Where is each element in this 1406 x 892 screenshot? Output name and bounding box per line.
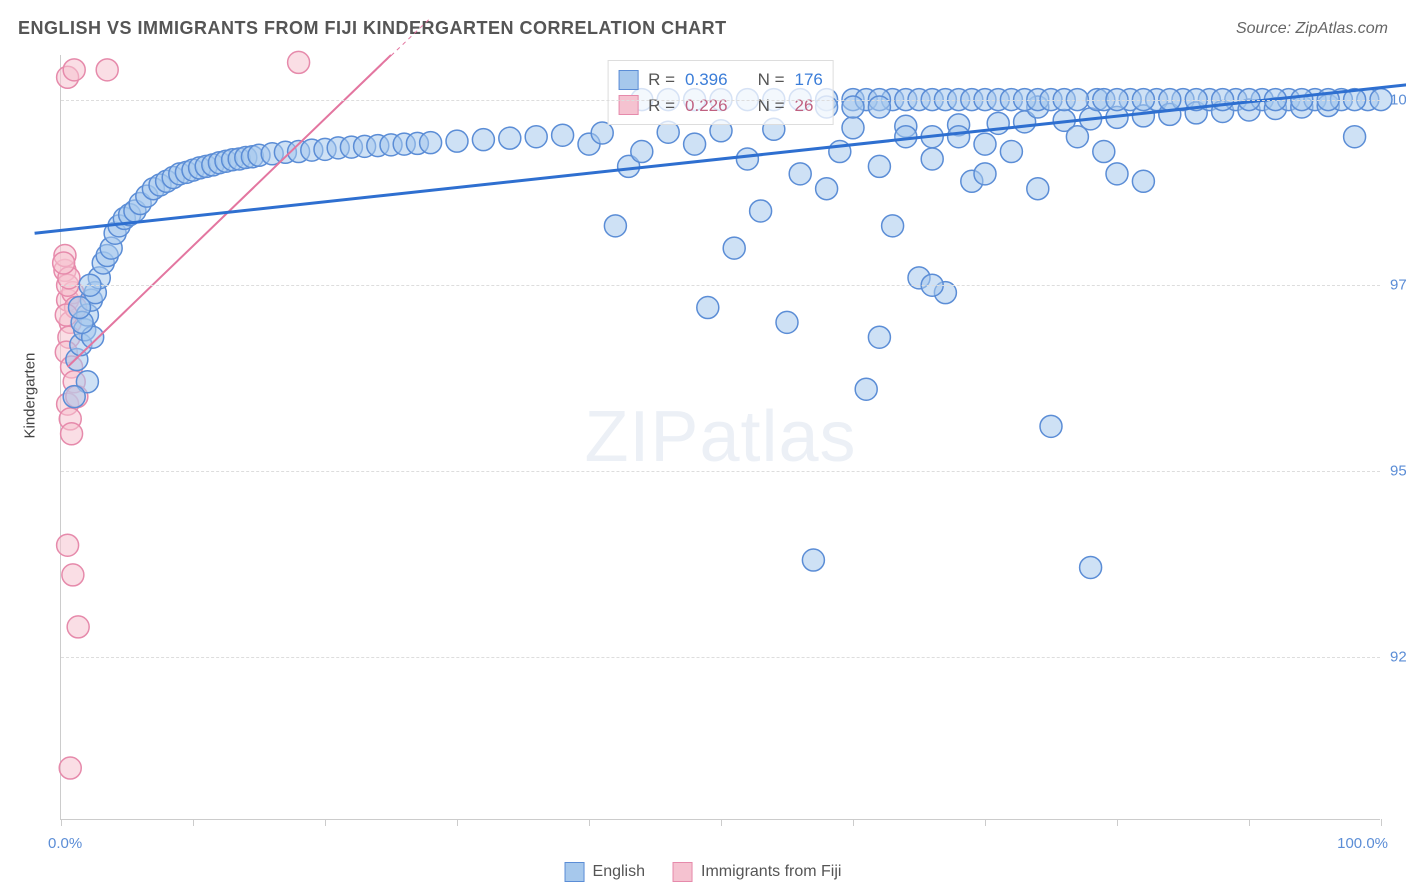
x-tick [1249, 819, 1250, 826]
x-tick [1117, 819, 1118, 826]
fiji-r-value: 0.226 [685, 93, 728, 119]
x-tick [589, 819, 590, 826]
x-axis-start-label: 0.0% [48, 835, 82, 852]
fiji-n-value: 26 [795, 93, 814, 119]
x-tick [985, 819, 986, 826]
x-tick [193, 819, 194, 826]
gridline [61, 285, 1380, 286]
legend-fiji-label: Immigrants from Fiji [701, 863, 841, 881]
y-tick-label: 92.5% [1390, 648, 1406, 665]
chart-title: ENGLISH VS IMMIGRANTS FROM FIJI KINDERGA… [18, 18, 727, 39]
source-label: Source: ZipAtlas.com [1236, 20, 1388, 38]
y-tick-label: 97.5% [1390, 277, 1406, 294]
legend-fiji-swatch-icon [673, 862, 693, 882]
legend-english-label: English [593, 863, 645, 881]
swatch-english-icon [618, 70, 638, 90]
series-legend: English Immigrants from Fiji [565, 862, 842, 882]
x-tick [61, 819, 62, 826]
gridline [61, 100, 1380, 101]
legend-english-swatch-icon [565, 862, 585, 882]
x-tick [325, 819, 326, 826]
gridline [61, 471, 1380, 472]
scatter-plot-svg [61, 55, 1380, 819]
english-n-value: 176 [795, 67, 823, 93]
swatch-fiji-icon [618, 95, 638, 115]
stats-legend: R = 0.396 N = 176 R = 0.226 N = 26 [607, 60, 834, 125]
x-axis-end-label: 100.0% [1337, 835, 1388, 852]
chart-plot-area: ZIPatlas R = 0.396 N = 176 R = 0.226 N =… [60, 55, 1380, 820]
english-r-value: 0.396 [685, 67, 728, 93]
gridline [61, 657, 1380, 658]
x-tick [1381, 819, 1382, 826]
x-tick [457, 819, 458, 826]
y-axis-label: Kindergarten [22, 353, 39, 439]
x-tick [853, 819, 854, 826]
x-tick [721, 819, 722, 826]
y-tick-label: 100.0% [1390, 91, 1406, 108]
y-tick-label: 95.0% [1390, 462, 1406, 479]
